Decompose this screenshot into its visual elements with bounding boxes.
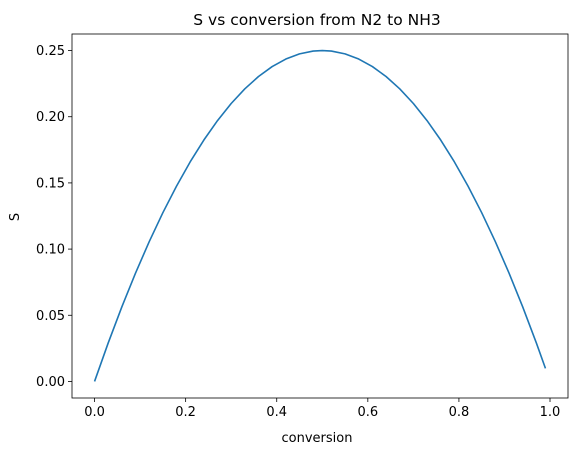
x-axis-ticks: 0.0 0.2 0.4 0.6 0.8 1.0 <box>84 398 560 420</box>
chart-title: S vs conversion from N2 to NH3 <box>193 11 440 29</box>
plot-frame <box>71 33 569 399</box>
y-tick-label: 0.15 <box>36 176 65 191</box>
x-tick-label: 0.4 <box>266 405 287 420</box>
x-tick-label: 1.0 <box>540 405 561 420</box>
x-tick-label: 0.6 <box>357 405 378 420</box>
x-axis-label: conversion <box>282 431 353 446</box>
y-axis-ticks: 0.00 0.05 0.10 0.15 0.20 0.25 <box>36 44 72 390</box>
series-line-0 <box>93 49 547 382</box>
y-tick-label: 0.00 <box>36 375 65 390</box>
x-tick-label: 0.2 <box>175 405 196 420</box>
y-tick-label: 0.05 <box>36 309 65 324</box>
y-tick-label: 0.10 <box>36 243 65 258</box>
y-tick-label: 0.20 <box>36 110 65 125</box>
x-tick-label: 0.0 <box>84 405 105 420</box>
plot-area <box>71 33 569 399</box>
x-tick-label: 0.8 <box>449 405 470 420</box>
y-axis-label: S <box>8 213 23 221</box>
y-tick-label: 0.25 <box>36 44 65 59</box>
